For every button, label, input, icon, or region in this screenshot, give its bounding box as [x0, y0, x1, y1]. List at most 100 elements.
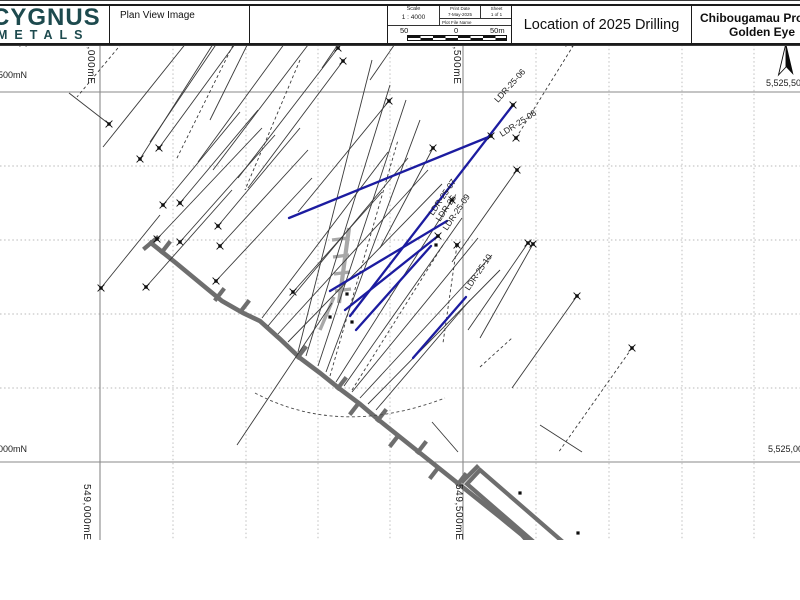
drill-trace — [158, 39, 239, 149]
drill-trace — [557, 347, 633, 454]
scalebar-zero-value: 0 — [454, 26, 459, 35]
drill-trace — [237, 47, 339, 179]
drill-trace — [179, 109, 259, 204]
drill-collar-marker — [136, 155, 144, 163]
drill-trace — [261, 151, 389, 319]
map-title-cell: Location of 2025 Drilling — [512, 6, 692, 43]
drill-trace — [442, 244, 458, 344]
grid-label-easting: 549,000mE — [81, 484, 92, 540]
plan-map: 5,525,500mN 5,525,000mN 5,525,500mN 5,525,0… — [0, 13, 800, 540]
scalebar-left-value: 50 — [400, 26, 409, 35]
plot-file-cell: Plot File Name — [440, 19, 511, 26]
drill-trace — [212, 40, 312, 171]
empty-cell — [250, 6, 388, 43]
drill-collar-marker — [524, 239, 532, 247]
survey-dot — [455, 243, 459, 247]
drill-trace — [197, 31, 294, 163]
scale-label: Scale — [406, 6, 421, 12]
drill-trace — [375, 299, 471, 411]
drill-collar-marker — [628, 344, 636, 352]
drill-trace — [179, 134, 276, 243]
ramp-outline — [463, 467, 564, 540]
drill-collar-marker — [176, 199, 184, 207]
logo-wordmark: CYGNUS — [0, 6, 101, 31]
title-block-frame: CYGNUS METALS Plan View Image Scale 1 : … — [0, 4, 800, 45]
drill-collar-marker — [159, 201, 167, 209]
doc-type-cell: Plan View Image — [110, 6, 250, 43]
drift-stub — [415, 440, 428, 455]
drill-trace — [175, 14, 249, 161]
grid-label-northing: 5,525,500mN — [766, 78, 800, 88]
drill-trace — [539, 424, 583, 453]
grid-label-northing: 5,525,500mN — [0, 70, 27, 80]
drill-collar-marker — [385, 97, 393, 105]
drill-collar-marker — [97, 284, 105, 292]
drill-collar-marker — [529, 240, 537, 248]
drill-collar-marker — [487, 132, 495, 140]
drill-collar-marker — [339, 57, 347, 65]
drill-collar-marker — [434, 232, 442, 240]
drill-trace — [317, 99, 407, 367]
drill-collar-marker — [512, 134, 520, 142]
drill-trace — [100, 214, 161, 289]
blue-drill-trace — [411, 295, 468, 360]
drill-trace — [244, 59, 301, 191]
drill-collar-marker — [214, 222, 222, 230]
title-block: CYGNUS METALS Plan View Image Scale 1 : … — [0, 0, 800, 50]
drill-trace — [145, 189, 233, 288]
drill-trace — [359, 254, 493, 399]
drill-trace — [287, 183, 443, 343]
drill-trace — [351, 244, 444, 391]
survey-dot — [518, 491, 522, 495]
drill-trace — [451, 169, 518, 263]
drill-collar-marker — [289, 288, 297, 296]
drill-trace — [236, 302, 333, 446]
title-block-bottom-line — [0, 45, 800, 46]
blue-drill-trace — [354, 244, 433, 332]
drift-stub — [295, 345, 308, 360]
blue-drill-trace — [287, 134, 493, 220]
project-subtitle: Golden Eye — [728, 24, 796, 39]
drill-trace — [162, 111, 241, 206]
drill-collar-marker — [448, 196, 456, 204]
drill-trace — [305, 84, 391, 357]
hole-id-label: LDR-25-10 — [462, 252, 494, 292]
sheet-label: Sheet — [490, 6, 503, 11]
drill-trace — [68, 92, 110, 125]
raise-crossbar — [332, 253, 350, 259]
doc-type-label: Plan View Image — [120, 10, 195, 21]
drill-trace — [467, 242, 529, 331]
drift-stub — [142, 235, 160, 251]
drill-collar-marker — [513, 166, 521, 174]
north-arrow-left-half — [777, 42, 787, 77]
raise-crossbar — [318, 296, 336, 331]
scale-bar — [407, 35, 507, 41]
map-title: Location of 2025 Drilling — [523, 16, 680, 33]
drill-trace — [325, 119, 421, 373]
dashed-arc-trace — [254, 392, 446, 418]
drift-stub — [460, 464, 480, 484]
drill-trace — [515, 37, 579, 139]
drill-collar-marker — [216, 242, 224, 250]
drift-stub — [428, 465, 441, 480]
drill-trace — [219, 149, 309, 247]
drift-stub — [213, 287, 226, 302]
title-block-top-line — [0, 0, 800, 1]
logo-wordmark-sub: METALS — [0, 28, 90, 42]
survey-dot — [345, 292, 349, 296]
drill-trace — [329, 139, 399, 377]
scale-cell: Scale 1 : 4000 — [388, 6, 440, 26]
blue-drill-trace — [348, 103, 515, 318]
drill-collar-marker — [142, 283, 150, 291]
drill-trace — [247, 60, 344, 189]
grid-label-northing: 5,525,000mN — [768, 444, 800, 454]
drill-collar-marker — [212, 277, 220, 285]
drill-trace — [367, 269, 501, 405]
drill-trace — [351, 237, 479, 393]
hole-id-label: LDR-25-06 — [492, 67, 527, 105]
print-date-label: Print Date — [449, 6, 470, 11]
drill-collar-marker — [509, 101, 517, 109]
drill-trace — [479, 337, 513, 368]
drift-stub — [375, 408, 388, 423]
